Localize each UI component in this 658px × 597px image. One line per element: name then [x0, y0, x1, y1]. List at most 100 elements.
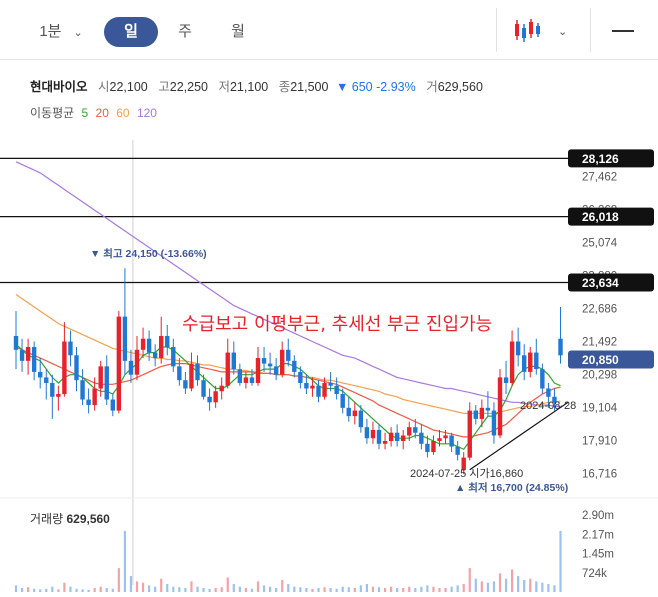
- candle-body: [280, 349, 285, 375]
- toolbar: 1분 ⌄ 일 주 월 ⌄: [0, 0, 658, 60]
- candle-body: [419, 432, 424, 444]
- timeframe-week[interactable]: 주: [178, 23, 192, 40]
- volume-bar: [27, 587, 30, 592]
- volume-bar: [311, 588, 314, 592]
- candle-body: [479, 407, 485, 419]
- candle-body: [388, 432, 394, 442]
- ma-legend-label: 이동평균: [30, 106, 75, 120]
- current-price-tag: [568, 350, 654, 369]
- y-tick-label: 17,910: [582, 436, 617, 448]
- volume-bar: [172, 586, 175, 592]
- candle-body: [74, 355, 79, 381]
- menu-icon[interactable]: [612, 30, 634, 32]
- candle-body: [62, 341, 67, 395]
- volume-bar: [238, 586, 241, 592]
- low-price: 21,100: [229, 80, 269, 94]
- volume-bar: [426, 585, 429, 592]
- volume-bar: [196, 586, 199, 592]
- volume-bar: [402, 588, 405, 592]
- candle-body: [134, 349, 140, 375]
- candle-body: [104, 366, 109, 400]
- volume-bar: [529, 578, 532, 592]
- volume-bar: [99, 586, 102, 592]
- candle-body: [473, 410, 478, 419]
- low-label: 저: [218, 80, 230, 94]
- candle-body: [146, 338, 152, 353]
- volume-bar: [293, 586, 296, 592]
- volume-bar: [541, 582, 544, 592]
- candle-body: [171, 347, 176, 367]
- price-level-tag: [568, 273, 654, 292]
- y-tick-label: 21,492: [582, 337, 617, 349]
- volume-bar: [329, 588, 332, 592]
- timeframe-minute[interactable]: 1분 ⌄: [28, 17, 94, 47]
- candle-body: [546, 388, 551, 397]
- candle-body: [449, 435, 454, 447]
- candle-body: [86, 399, 91, 406]
- price-level-value: 23,634: [582, 276, 619, 290]
- volume-bar: [553, 585, 556, 592]
- ma-20-label[interactable]: 20: [95, 106, 109, 120]
- volume-bar: [33, 588, 36, 592]
- candle-body: [273, 366, 279, 375]
- volume-bar: [396, 588, 399, 592]
- candle-body: [382, 441, 388, 444]
- price-level-value: 28,126: [582, 152, 619, 166]
- volume-tick-label: 2.90m: [582, 510, 614, 522]
- volume-bar: [517, 576, 520, 592]
- volume-bar: [269, 586, 272, 592]
- timeframe-month[interactable]: 월: [231, 23, 245, 40]
- ma-120-label[interactable]: 120: [136, 106, 157, 120]
- volume-bar: [523, 580, 526, 592]
- candle-body: [110, 399, 115, 411]
- volume-bar: [547, 584, 550, 592]
- volume-bar: [220, 587, 223, 592]
- timeframe-day[interactable]: 일: [104, 17, 158, 47]
- volume-bar: [347, 587, 350, 592]
- candle-body: [267, 363, 273, 367]
- volume-bar: [390, 586, 393, 592]
- volume-bar: [148, 585, 151, 592]
- candle-body: [13, 335, 19, 350]
- volume-bar: [57, 589, 60, 592]
- candle-body: [352, 410, 357, 417]
- candle-body: [370, 429, 376, 439]
- volume-bar: [438, 588, 441, 592]
- volume-bar: [129, 576, 133, 592]
- candle-body: [225, 352, 230, 386]
- volume-bar: [365, 584, 368, 592]
- candle-body: [128, 360, 134, 375]
- candle-body: [394, 432, 400, 442]
- stock-name: 현대바이오: [30, 80, 88, 94]
- close-price: 21,500: [290, 80, 329, 94]
- volume-bar: [299, 587, 302, 592]
- open-price: 22,100: [109, 80, 148, 94]
- price-chart[interactable]: 27,46226,26825,07423,88022,68621,49220,2…: [0, 140, 658, 597]
- volume-bar: [444, 588, 447, 592]
- ma-60-label[interactable]: 60: [116, 106, 130, 120]
- annotation-text: 수급보고 이평부근, 추세선 부근 진입가능: [182, 314, 492, 335]
- volume-bar: [244, 588, 247, 592]
- candle-body: [407, 427, 412, 436]
- volume-bar: [504, 578, 508, 592]
- ma-5-label[interactable]: 5: [81, 106, 89, 120]
- volume-bar: [317, 588, 320, 592]
- volume-bar: [111, 588, 114, 592]
- candlestick-chart-icon[interactable]: [512, 16, 542, 46]
- volume-bar: [141, 582, 145, 592]
- volume-bar: [81, 589, 84, 592]
- volume-bar: [178, 587, 181, 592]
- highest-price-marker: ▼ 최고 24,150 (-13.66%): [90, 247, 207, 260]
- volume-bar: [75, 588, 78, 592]
- candle-body: [346, 407, 351, 417]
- point-label-0725: 2024-07-25 시가16,860: [410, 467, 523, 480]
- moving-average-legend: 이동평균 5 20 60 120: [30, 104, 157, 121]
- candle-body: [237, 369, 243, 383]
- volume-bar: [250, 588, 254, 592]
- chart-type-dropdown[interactable]: ⌄: [558, 26, 568, 38]
- volume-tick-label: 1.45m: [582, 549, 614, 561]
- candle-body: [201, 380, 206, 397]
- volume-bar: [377, 587, 381, 592]
- volume-bar: [87, 589, 90, 592]
- volume-bar: [492, 581, 496, 592]
